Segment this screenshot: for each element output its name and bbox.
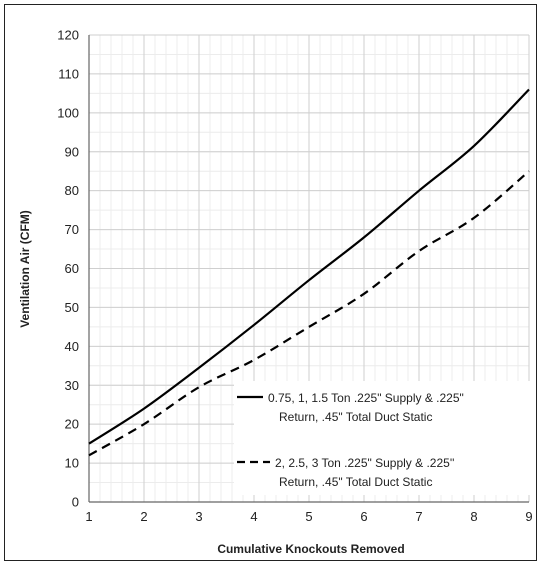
y-tick-labels: 0 10 20 30 40 50 60 70 80 90 100 110 120 (57, 28, 79, 510)
legend-label-series-1-line-1: 0.75, 1, 1.5 Ton .225" Supply & .225" (268, 391, 464, 405)
x-tick-labels: 1 2 3 4 5 6 7 8 9 (85, 509, 532, 524)
y-tick-label: 110 (58, 66, 79, 81)
y-axis-title: Ventilation Air (CFM) (18, 210, 32, 328)
y-tick-label: 0 (72, 495, 79, 510)
y-tick-label: 10 (65, 456, 79, 471)
y-tick-label: 60 (65, 261, 79, 276)
y-tick-label: 80 (65, 183, 79, 198)
x-axis-title: Cumulative Knockouts Removed (217, 542, 404, 556)
legend-label-series-2-line-2: Return, .45" Total Duct Static (279, 475, 432, 489)
legend-label-series-1-line-2: Return, .45" Total Duct Static (279, 410, 432, 424)
series-line-1 (88, 88, 530, 445)
x-tick-label: 8 (470, 509, 477, 524)
legend: 0.75, 1, 1.5 Ton .225" Supply & .225" Re… (234, 381, 532, 495)
legend-label-series-2-line-1: 2, 2.5, 3 Ton .225" Supply & .225'' (275, 456, 454, 470)
x-tick-label: 7 (415, 509, 422, 524)
y-tick-label: 30 (65, 378, 79, 393)
x-tick-label: 9 (525, 509, 532, 524)
x-tick-label: 6 (360, 509, 367, 524)
axes (88, 35, 529, 503)
y-tick-label: 50 (65, 300, 79, 315)
y-tick-label: 120 (57, 28, 79, 43)
legend-box (234, 381, 532, 495)
series-lines (88, 88, 530, 457)
y-tick-label: 90 (65, 144, 79, 159)
y-tick-label: 20 (65, 417, 79, 432)
x-tick-label: 1 (85, 509, 92, 524)
y-tick-label: 40 (65, 339, 79, 354)
line-chart: 0 10 20 30 40 50 60 70 80 90 100 110 120 1 2 3 4 5 6 7 8 9 C… (18, 28, 533, 557)
y-tick-label: 70 (65, 222, 79, 237)
x-tick-label: 5 (305, 509, 312, 524)
x-tick-label: 2 (140, 509, 147, 524)
x-tick-label: 4 (250, 509, 257, 524)
y-tick-label: 100 (57, 105, 79, 120)
x-tick-label: 3 (195, 509, 202, 524)
series-line-2 (88, 170, 530, 457)
chart-frame: 0 10 20 30 40 50 60 70 80 90 100 110 120 1 2 3 4 5 6 7 8 9 C… (4, 4, 537, 561)
